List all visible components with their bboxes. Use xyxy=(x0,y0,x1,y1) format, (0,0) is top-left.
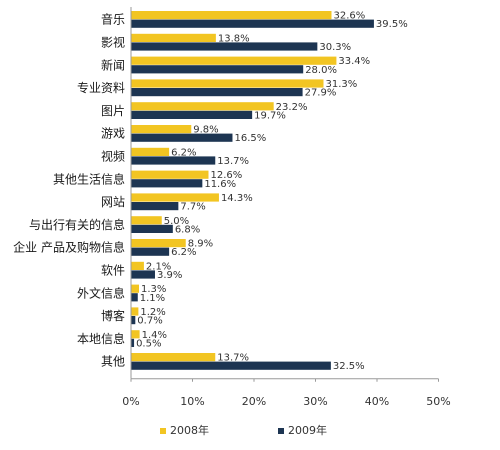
value-label: 13.8% xyxy=(218,33,250,44)
bar-2008 xyxy=(131,239,186,248)
bar-2008 xyxy=(131,102,274,111)
bar-2008 xyxy=(131,125,192,134)
bar-2008 xyxy=(131,147,170,156)
bar-2008 xyxy=(131,216,162,225)
bar-2009 xyxy=(131,133,233,142)
value-label: 30.3% xyxy=(319,42,351,53)
legend-label: 2009年 xyxy=(288,423,327,437)
bar-2009 xyxy=(131,338,135,347)
bar-2009 xyxy=(131,202,179,211)
value-label: 1.4% xyxy=(142,330,167,341)
value-label: 16.5% xyxy=(234,133,266,144)
bar-2009 xyxy=(131,88,303,97)
legend: 2008年 2009年 xyxy=(160,423,327,437)
value-label: 1.2% xyxy=(140,307,165,318)
value-label: 12.6% xyxy=(210,170,242,181)
value-label: 9.8% xyxy=(193,125,218,136)
value-label: 13.7% xyxy=(217,353,249,364)
bar-2008 xyxy=(131,33,216,42)
bar-2009 xyxy=(131,42,318,51)
bar-2008 xyxy=(131,79,324,88)
value-label: 8.9% xyxy=(188,239,213,250)
bar-2008 xyxy=(131,261,144,270)
value-label: 7.7% xyxy=(180,202,205,213)
category-label: 新闻 xyxy=(101,57,125,72)
bar-2009 xyxy=(131,19,374,28)
value-label: 11.6% xyxy=(204,179,236,190)
category-label: 软件 xyxy=(101,264,125,278)
value-label: 5.0% xyxy=(164,216,189,227)
value-label: 32.5% xyxy=(333,361,365,372)
value-label: 3.9% xyxy=(157,270,182,281)
category-label: 专业资料 xyxy=(77,80,125,95)
bar-2008 xyxy=(131,11,332,20)
bar-2009 xyxy=(131,179,203,188)
bar-2009 xyxy=(131,156,216,165)
value-label: 13.7% xyxy=(217,156,249,167)
category-label: 博客 xyxy=(101,308,125,323)
category-label: 图片 xyxy=(101,104,125,118)
bar-2009 xyxy=(131,361,331,370)
bar-2009 xyxy=(131,224,173,233)
category-label: 企业 产品及购物信息 xyxy=(13,240,125,255)
value-label: 23.2% xyxy=(276,102,308,113)
bar-2008 xyxy=(131,284,139,293)
x-tick-label: 20% xyxy=(242,395,266,408)
x-tick-label: 30% xyxy=(303,395,327,408)
bar-2009 xyxy=(131,316,136,325)
bars-layer: 32.6% 39.5% 13.8% 30.3% 33.4%28.0% 31.3%27.9%… xyxy=(131,11,408,372)
value-label: 6.2% xyxy=(171,247,196,258)
bar-2008 xyxy=(131,56,337,65)
value-label: 31.3% xyxy=(325,79,357,90)
bar-2008 xyxy=(131,353,216,362)
value-label: 27.9% xyxy=(305,88,337,99)
value-label: 39.5% xyxy=(376,19,408,30)
value-label: 6.8% xyxy=(175,224,200,235)
bar-2009 xyxy=(131,293,138,302)
category-label: 游戏 xyxy=(101,127,125,141)
category-label: 影视 xyxy=(101,35,125,50)
value-label: 1.3% xyxy=(141,284,166,295)
x-tick-label: 50% xyxy=(426,395,450,408)
bar-2008 xyxy=(131,330,140,339)
category-label: 与出行有关的信息 xyxy=(29,217,125,232)
value-label: 14.3% xyxy=(221,193,253,204)
value-label: 0.5% xyxy=(136,338,161,349)
legend-swatch-2009 xyxy=(278,428,284,434)
bar-2009 xyxy=(131,247,170,256)
bar-2009 xyxy=(131,110,253,119)
category-label: 其他 xyxy=(101,355,125,369)
x-tick-label: 0% xyxy=(122,395,139,408)
legend-swatch-2008 xyxy=(160,428,166,434)
bar-2008 xyxy=(131,170,209,179)
x-tick-label: 10% xyxy=(180,395,204,408)
bar-2009 xyxy=(131,65,304,74)
category-label: 视频 xyxy=(101,149,125,164)
value-label: 6.2% xyxy=(171,147,196,158)
value-label: 2.1% xyxy=(146,261,171,272)
value-label: 19.7% xyxy=(254,110,286,121)
category-label: 音乐 xyxy=(101,12,125,27)
bar-2008 xyxy=(131,193,219,202)
category-label: 本地信息 xyxy=(77,331,125,346)
category-label: 外文信息 xyxy=(77,285,125,300)
category-label: 网站 xyxy=(101,195,125,209)
value-label: 0.7% xyxy=(137,316,162,327)
bar-2009 xyxy=(131,270,155,279)
legend-label: 2008年 xyxy=(170,423,209,437)
value-label: 33.4% xyxy=(338,56,370,67)
bar-2008 xyxy=(131,307,139,316)
value-label: 1.1% xyxy=(140,293,165,304)
x-tick-label: 40% xyxy=(365,395,389,408)
value-label: 28.0% xyxy=(305,65,337,76)
value-label: 32.6% xyxy=(333,11,365,22)
category-label: 其他生活信息 xyxy=(53,171,125,186)
